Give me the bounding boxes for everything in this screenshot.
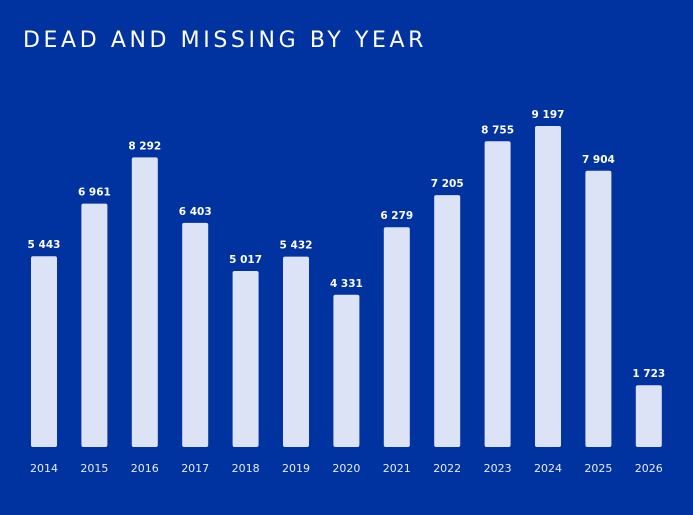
value-label-2023: 8 755: [481, 124, 514, 136]
x-tick-label-2021: 2021: [383, 462, 411, 475]
x-tick-label-2015: 2015: [80, 462, 108, 475]
bar-2018: [232, 271, 259, 447]
chart-title: DEAD AND MISSING BY YEAR: [23, 28, 428, 53]
bar-2014: [31, 256, 57, 447]
value-label-2019: 5 432: [280, 240, 313, 252]
bar-2024: [535, 126, 561, 447]
value-label-2015: 6 961: [78, 187, 111, 199]
value-label-2017: 6 403: [179, 206, 212, 218]
bar-2017: [182, 222, 209, 447]
value-label-2016: 8 292: [128, 140, 161, 152]
x-tick-label-2025: 2025: [584, 462, 612, 475]
value-label-2021: 6 279: [380, 210, 413, 222]
x-tick-label-2018: 2018: [232, 462, 260, 475]
x-tick-label-2017: 2017: [181, 462, 209, 475]
bar-2026: [635, 385, 662, 447]
x-tick-label-2020: 2020: [332, 462, 360, 475]
value-label-2018: 5 017: [229, 254, 262, 266]
x-tick-label-2026: 2026: [635, 462, 663, 475]
bar-2016: [131, 157, 158, 447]
value-label-2022: 7 205: [431, 178, 464, 190]
bar-2025: [585, 170, 612, 448]
bar-2022: [434, 195, 461, 447]
x-tick-label-2016: 2016: [131, 462, 159, 475]
x-tick-label-2019: 2019: [282, 462, 310, 475]
x-tick-label-2023: 2023: [484, 462, 512, 475]
x-tick-label-2014: 2014: [30, 462, 58, 475]
bar-2015: [81, 203, 108, 447]
bar-2021: [383, 227, 410, 447]
bar-2020: [333, 294, 360, 447]
value-label-2026: 1 723: [632, 368, 665, 380]
bar-2023: [484, 141, 511, 448]
value-label-2020: 4 331: [330, 278, 363, 290]
x-tick-label-2022: 2022: [433, 462, 461, 475]
bar-2019: [283, 256, 309, 447]
x-tick-label-2024: 2024: [534, 462, 562, 475]
value-label-2014: 5 443: [28, 239, 61, 251]
value-label-2025: 7 904: [582, 154, 615, 166]
value-label-2024: 9 197: [532, 109, 565, 121]
